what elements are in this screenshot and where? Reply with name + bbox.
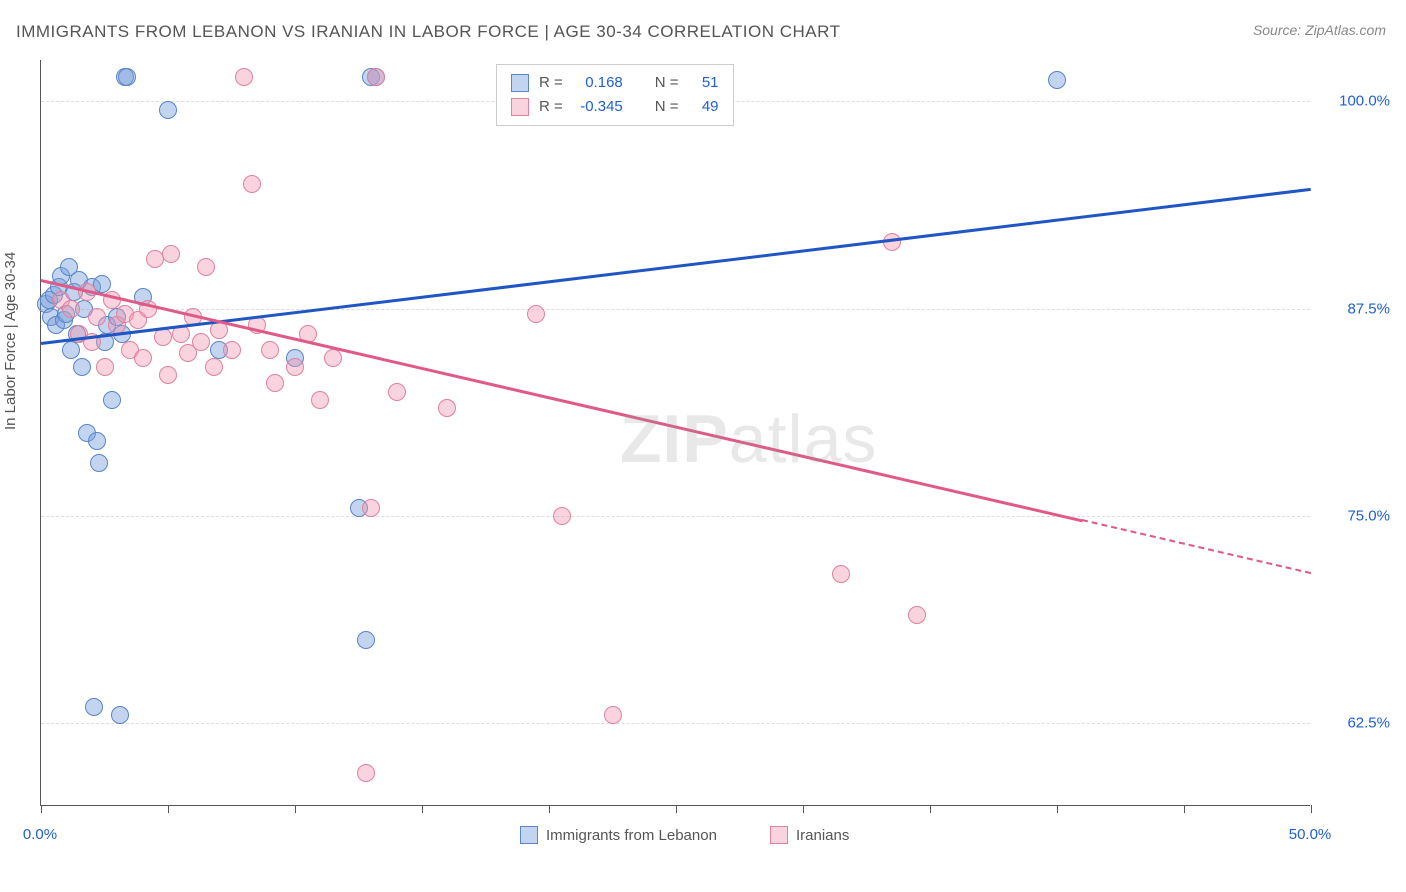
trendline (41, 188, 1311, 345)
scatter-point (62, 341, 80, 359)
scatter-point (235, 68, 253, 86)
scatter-point (223, 341, 241, 359)
scatter-point (159, 366, 177, 384)
trendline (41, 279, 1083, 522)
source-label: Source: ZipAtlas.com (1253, 22, 1386, 38)
scatter-point (192, 333, 210, 351)
scatter-point (908, 606, 926, 624)
scatter-point (154, 328, 172, 346)
legend-swatch (511, 98, 529, 116)
x-tick (1311, 805, 1312, 813)
scatter-point (261, 341, 279, 359)
scatter-point (832, 565, 850, 583)
scatter-point (90, 454, 108, 472)
y-tick-label: 100.0% (1320, 93, 1390, 110)
legend-swatch (770, 826, 788, 844)
scatter-point (62, 300, 80, 318)
x-tick (1057, 805, 1058, 813)
scatter-point (266, 374, 284, 392)
y-tick-label: 87.5% (1320, 300, 1390, 317)
scatter-point (388, 383, 406, 401)
legend-item: Iranians (770, 826, 849, 844)
scatter-point (286, 358, 304, 376)
scatter-point (883, 233, 901, 251)
x-tick-label: 50.0% (1289, 826, 1332, 843)
legend-item: Immigrants from Lebanon (520, 826, 717, 844)
plot-area: R = 0.168 N = 51 R = -0.345 N = 49 (40, 60, 1310, 806)
legend-swatch (511, 74, 529, 92)
y-tick-label: 62.5% (1320, 715, 1390, 732)
n-label: N = (655, 95, 679, 119)
scatter-point (73, 358, 91, 376)
x-tick (168, 805, 169, 813)
legend-label: Immigrants from Lebanon (546, 827, 717, 844)
r-value: -0.345 (573, 95, 623, 119)
legend-label: Iranians (796, 827, 849, 844)
x-tick-label: 0.0% (23, 826, 57, 843)
scatter-point (118, 68, 136, 86)
scatter-point (85, 698, 103, 716)
chart-title: IMMIGRANTS FROM LEBANON VS IRANIAN IN LA… (16, 22, 840, 42)
scatter-point (111, 706, 129, 724)
scatter-point (553, 507, 571, 525)
scatter-point (367, 68, 385, 86)
x-tick (1184, 805, 1185, 813)
x-tick (41, 805, 42, 813)
scatter-point (159, 101, 177, 119)
gridline (41, 723, 1310, 724)
legend-swatch (520, 826, 538, 844)
gridline (41, 309, 1310, 310)
scatter-point (88, 432, 106, 450)
r-label: R = (539, 71, 563, 95)
scatter-point (527, 305, 545, 323)
scatter-point (103, 391, 121, 409)
scatter-point (205, 358, 223, 376)
scatter-point (324, 349, 342, 367)
n-label: N = (655, 71, 679, 95)
y-tick-label: 75.0% (1320, 507, 1390, 524)
scatter-point (88, 308, 106, 326)
x-tick (295, 805, 296, 813)
scatter-point (438, 399, 456, 417)
n-value: 51 (689, 71, 719, 95)
y-axis-label: In Labor Force | Age 30-34 (2, 252, 19, 430)
scatter-point (96, 358, 114, 376)
stats-box: R = 0.168 N = 51 R = -0.345 N = 49 (496, 64, 734, 126)
scatter-point (604, 706, 622, 724)
scatter-point (134, 349, 152, 367)
scatter-point (357, 764, 375, 782)
scatter-point (362, 499, 380, 517)
scatter-point (197, 258, 215, 276)
scatter-point (1048, 71, 1066, 89)
r-value: 0.168 (573, 71, 623, 95)
stats-row: R = 0.168 N = 51 (511, 71, 719, 95)
trendline (1082, 519, 1311, 574)
scatter-point (162, 245, 180, 263)
scatter-point (311, 391, 329, 409)
scatter-point (243, 175, 261, 193)
x-tick (549, 805, 550, 813)
x-tick (803, 805, 804, 813)
x-tick (676, 805, 677, 813)
stats-row: R = -0.345 N = 49 (511, 95, 719, 119)
x-tick (422, 805, 423, 813)
gridline (41, 516, 1310, 517)
r-label: R = (539, 95, 563, 119)
x-tick (930, 805, 931, 813)
scatter-point (357, 631, 375, 649)
n-value: 49 (689, 95, 719, 119)
